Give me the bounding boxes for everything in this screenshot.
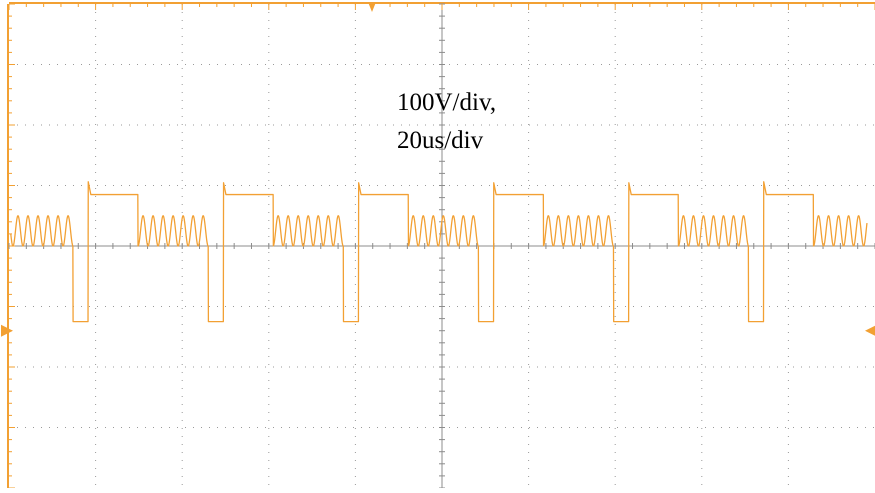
vertical-scale-label: 100V/div, xyxy=(397,89,497,116)
trigger-position-marker xyxy=(368,2,376,12)
channel-ground-marker xyxy=(1,324,13,337)
time-scale-label: 20us/div xyxy=(397,127,484,154)
trigger-level-marker xyxy=(865,325,875,336)
waveform-trace xyxy=(10,181,868,323)
